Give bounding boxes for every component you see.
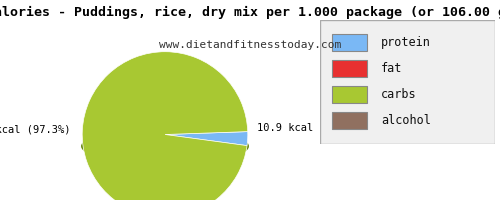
Wedge shape <box>82 52 247 200</box>
Text: alcohol: alcohol <box>382 114 431 127</box>
FancyBboxPatch shape <box>320 20 495 144</box>
FancyBboxPatch shape <box>332 34 367 51</box>
Text: 10.9 kcal (2.7%): 10.9 kcal (2.7%) <box>257 122 357 132</box>
FancyBboxPatch shape <box>332 60 367 77</box>
Ellipse shape <box>82 129 248 163</box>
Text: 386.7 kcal (97.3%): 386.7 kcal (97.3%) <box>0 125 70 135</box>
FancyBboxPatch shape <box>332 112 367 129</box>
Text: Calories - Puddings, rice, dry mix per 1.000 package (or 106.00 g): Calories - Puddings, rice, dry mix per 1… <box>0 6 500 19</box>
Wedge shape <box>165 132 248 146</box>
Text: carbs: carbs <box>382 88 417 101</box>
Text: www.dietandfitnesstoday.com: www.dietandfitnesstoday.com <box>159 40 341 50</box>
Text: fat: fat <box>382 62 402 75</box>
FancyBboxPatch shape <box>332 86 367 103</box>
Text: protein: protein <box>382 36 431 49</box>
